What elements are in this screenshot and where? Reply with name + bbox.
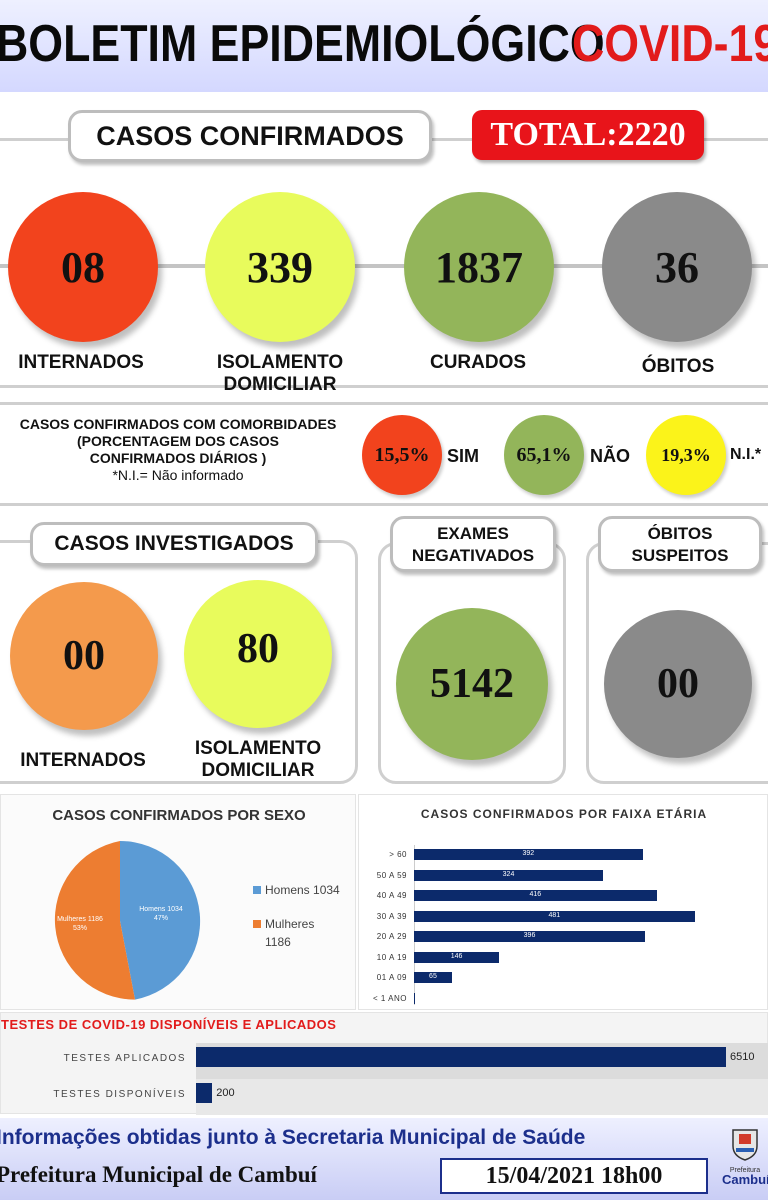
confirmed-internados-circle: 08 xyxy=(8,192,158,342)
age-bar-value: 65 xyxy=(429,973,437,980)
confirmed-heading: CASOS CONFIRMADOS xyxy=(68,110,432,162)
bulletin-title: BOLETIM EPIDEMIOLÓGICO xyxy=(0,15,605,73)
total-badge: TOTAL:2220 xyxy=(472,110,704,160)
pie-label-mulheres: Mulheres 1186 53% xyxy=(57,916,103,932)
sex-pie-chart xyxy=(54,840,201,1000)
age-tick-label: 30 A 39 xyxy=(376,911,407,921)
age-tick-label: < 1 ANO xyxy=(373,993,407,1003)
city-crest-icon xyxy=(732,1129,758,1161)
comorbidities-text: CASOS CONFIRMADOS COM COMORBIDADES (PORC… xyxy=(19,416,337,483)
footer-banner: Informações obtidas junto à Secretaria M… xyxy=(0,1118,768,1200)
age-bar xyxy=(414,910,695,922)
age-bar-value: 416 xyxy=(529,891,542,898)
confirmed-curados-circle: 1837 xyxy=(404,192,554,342)
age-bar xyxy=(414,869,603,881)
sex-chart-panel: CASOS CONFIRMADOS POR SEXO Mulheres 1186… xyxy=(0,794,356,1010)
tests-chart-title: TESTES DE COVID-19 DISPONÍVEIS E APLICAD… xyxy=(1,1017,337,1032)
negatives-heading: EXAMES NEGATIVADOS xyxy=(390,516,556,572)
logo-text-cambui: Cambuí xyxy=(722,1172,768,1187)
confirmed-curados-label: CURADOS xyxy=(429,352,527,373)
age-tick-label: 40 A 49 xyxy=(376,891,407,900)
age-tick-label: 20 A 29 xyxy=(376,932,407,941)
age-bar-value: 396 xyxy=(523,932,536,939)
age-bar-value: 392 xyxy=(522,850,535,857)
confirmed-obitos-label: ÓBITOS xyxy=(641,356,715,377)
tests-bar xyxy=(196,1047,726,1067)
confirmed-obitos-circle: 36 xyxy=(602,192,752,342)
logo-text-prefeitura: Prefeitura xyxy=(729,1167,761,1174)
investigated-internados-circle: 00 xyxy=(10,582,158,730)
confirmed-isolamento-label: ISOLAMENTO DOMICILIAR xyxy=(216,352,344,395)
age-bar-value: 146 xyxy=(450,952,463,960)
tests-bar-value: 6510 xyxy=(730,1051,755,1063)
age-tick-label: 01 A 09 xyxy=(376,973,407,982)
confirmed-isolamento-circle: 339 xyxy=(205,192,355,342)
covid-title: COVID-19 xyxy=(572,15,768,73)
age-tick-label: > 60 xyxy=(389,850,407,859)
footer-datetime: 15/04/2021 18h00 xyxy=(440,1158,708,1194)
sex-chart-title: CASOS CONFIRMADOS POR SEXO xyxy=(52,807,306,824)
investigated-isolamento-label: ISOLAMENTO DOMICILIAR xyxy=(194,738,322,781)
comorbidity-nao-label: NÃO xyxy=(590,446,630,466)
age-tick-label: 50 A 59 xyxy=(376,870,407,880)
pie-slice-homens xyxy=(120,840,201,1000)
legend-homens: Homens 1034 xyxy=(253,883,340,897)
age-chart-panel: CASOS CONFIRMADOS POR FAIXA ETÁRIA > 60 3… xyxy=(358,794,768,1010)
footer-logo: Prefeitura Cambuí xyxy=(722,1124,768,1196)
comorbidity-sim-label: SIM xyxy=(447,446,480,466)
pie-label-homens: Homens 1034 47% xyxy=(139,906,183,922)
age-axis-line xyxy=(414,845,415,1005)
age-bar xyxy=(414,890,657,901)
comorbidity-nao-circle: 65,1% xyxy=(504,415,584,495)
confirmed-internados-label: INTERNADOS xyxy=(18,352,144,373)
comorbidity-ni-label: N.I.* xyxy=(730,446,762,463)
pie-slice-mulheres xyxy=(54,841,135,1000)
investigated-internados-label: INTERNADOS xyxy=(20,750,146,771)
header-banner: BOLETIM EPIDEMIOLÓGICO COVID-19 xyxy=(0,0,768,92)
tests-chart-panel: TESTES DE COVID-19 DISPONÍVEIS E APLICAD… xyxy=(0,1012,768,1115)
negatives-circle: 5142 xyxy=(396,608,548,760)
legend-mulheres: Mulheres 1186 xyxy=(253,915,314,951)
age-bar-value: 324 xyxy=(502,870,515,878)
tests-track-2 xyxy=(196,1079,768,1115)
investigated-heading: CASOS INVESTIGADOS xyxy=(30,522,318,566)
comorbidity-ni-circle: 19,3% xyxy=(646,415,726,495)
tests-tick-label: TESTES APLICADOS xyxy=(63,1053,186,1064)
tests-bar xyxy=(196,1083,213,1103)
age-bar xyxy=(414,992,415,1004)
suspect-deaths-circle: 00 xyxy=(604,610,752,758)
age-bar xyxy=(414,931,645,942)
investigated-isolamento-circle: 80 xyxy=(184,580,332,728)
age-bar-value: 481 xyxy=(548,911,561,919)
connector-line xyxy=(0,264,768,268)
footer-source: Informações obtidas junto à Secretaria M… xyxy=(0,1126,586,1149)
age-tick-label: 10 A 19 xyxy=(376,952,407,962)
tests-bar-value: 200 xyxy=(216,1087,235,1099)
tests-tick-label: TESTES DISPONÍVEIS xyxy=(53,1089,186,1100)
age-bar xyxy=(414,951,500,963)
comorbidity-sim-circle: 15,5% xyxy=(362,415,442,495)
age-bar xyxy=(414,972,452,983)
footer-org: Prefeitura Municipal de Cambuí xyxy=(0,1162,317,1187)
suspect-deaths-heading: ÓBITOS SUSPEITOS xyxy=(598,516,762,572)
age-chart-title: CASOS CONFIRMADOS POR FAIXA ETÁRIA xyxy=(420,807,708,821)
age-bar xyxy=(414,849,643,860)
